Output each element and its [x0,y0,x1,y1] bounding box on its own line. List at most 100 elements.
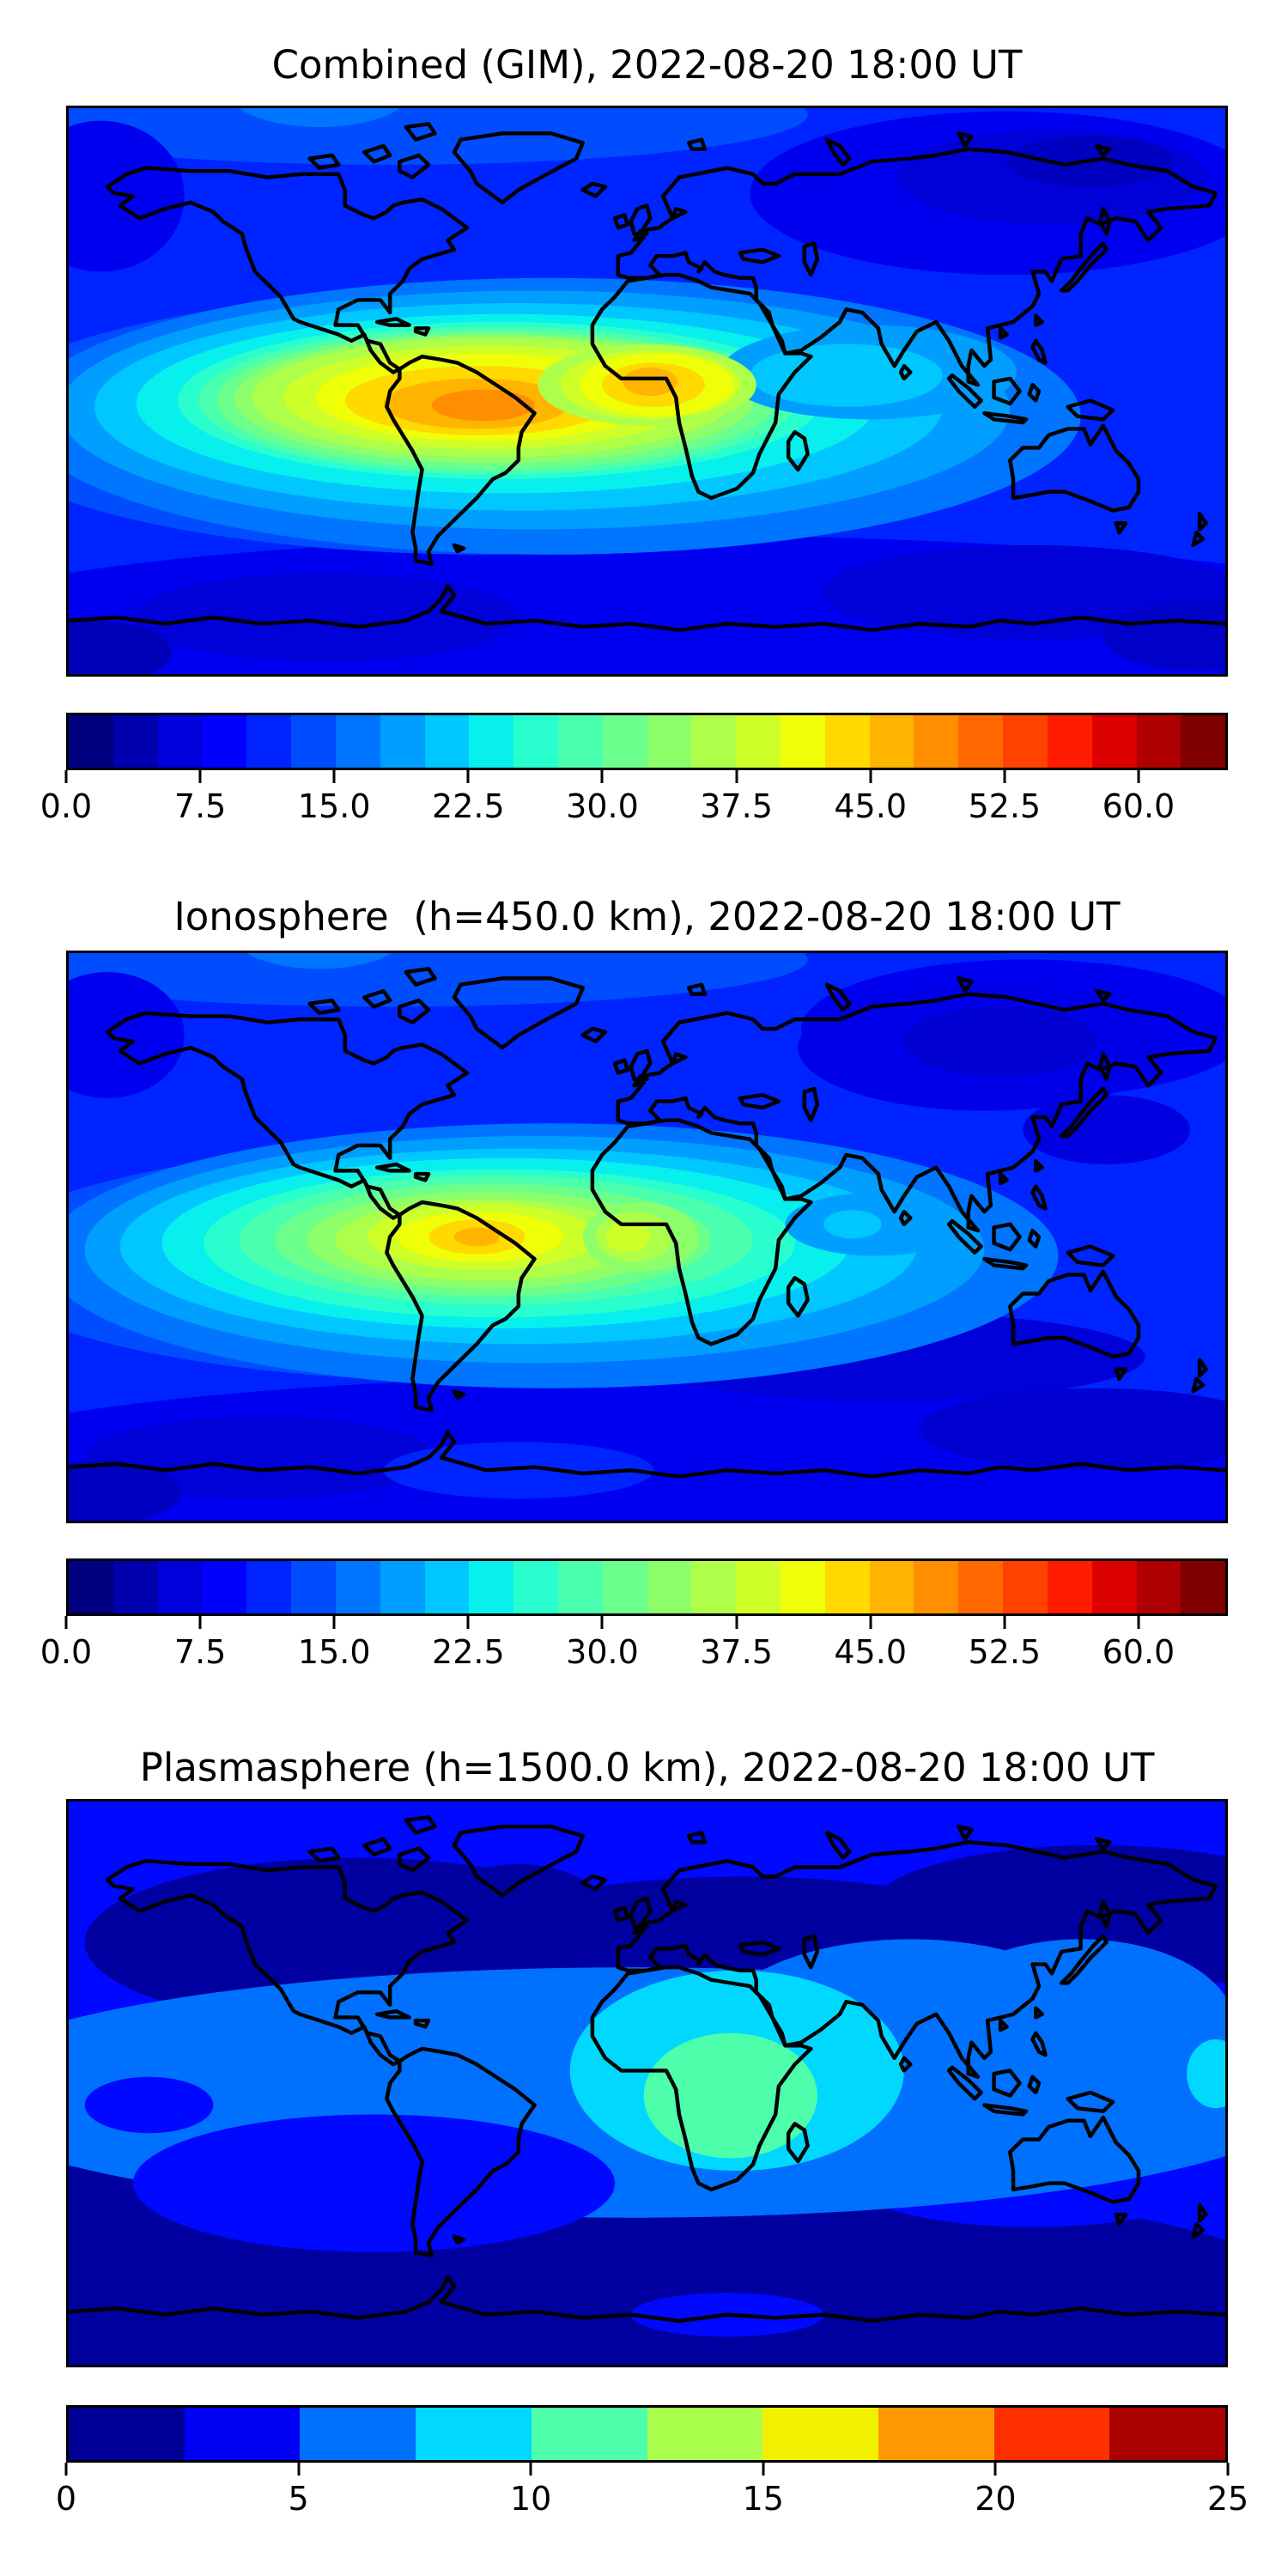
colorbar-tick-mark [762,2463,765,2476]
colorbar-tick-label: 15 [742,2480,784,2518]
colorbar-segment [416,2408,532,2460]
colorbar-tick-mark [1003,770,1006,783]
colorbar-tick-mark [198,770,202,783]
colorbar-tick-label: 7.5 [173,787,227,825]
colorbar-segment [869,715,914,768]
colorbar-tick-label: 15.0 [297,1633,371,1671]
colorbar-segment [246,1561,292,1613]
colorbar-tick-mark [1137,1616,1140,1629]
colorbar-segment [300,2408,416,2460]
colorbar-segment [291,1561,336,1613]
colorbar-tick-mark [466,1616,470,1629]
colorbar-segment [736,1561,781,1613]
colorbar-segment [1091,715,1137,768]
colorbar-segment [647,2408,763,2460]
colorbar-segment [469,1561,514,1613]
colorbar-tick-label: 22.5 [432,1633,505,1671]
colorbar-segment [1003,1561,1048,1613]
colorbar-tick-label: 0.0 [39,787,93,825]
colorbar-tick-label: 22.5 [432,787,505,825]
colorbar-tick-label: 20 [975,2480,1017,2518]
colorbar-segment [602,715,647,768]
colorbar-segment [513,715,558,768]
colorbar-tick-mark [1003,1616,1006,1629]
panel-title: Combined (GIM), 2022-08-20 18:00 UT [271,42,1023,88]
colorbar-segment [1047,715,1092,768]
colorbar-tick-mark [64,2463,68,2476]
colorbar-ticks-plasmasphere: 0 5 10 15 20 25 [56,2463,1249,2561]
colorbar-tick-label: 15.0 [297,787,371,825]
colorbar-tick-mark [1226,2463,1230,2476]
colorbar-segment [691,715,737,768]
contour-fills [69,1801,1225,2365]
colorbar-segment [602,1561,647,1613]
colorbar-tick-mark [869,770,872,783]
colorbar-tick-label: 10 [510,2480,552,2518]
colorbar-tick-label: 45.0 [834,1633,907,1671]
colorbar-segment [557,715,603,768]
panel-title: Plasmasphere (h=1500.0 km), 2022-08-20 1… [139,1745,1155,1790]
colorbar-tick-label: 60.0 [1102,787,1176,825]
colorbar-tick-mark [993,2463,997,2476]
colorbar-segment [762,2408,878,2460]
colorbar-segment [513,1561,558,1613]
colorbar-tick-mark [332,770,336,783]
colorbar-ticks-ionosphere: 0.0 7.5 15.0 22.5 30.0 37.5 45.0 52.5 60.0 [40,1616,1228,1715]
colorbar-plasmasphere [66,2405,1228,2463]
colorbar-tick-mark [735,770,738,783]
colorbar-segment [1136,715,1182,768]
colorbar-segment [1003,715,1048,768]
colorbar-segment [469,715,514,768]
colorbar-segment [1091,1561,1137,1613]
colorbar-segment [878,2408,994,2460]
colorbar-tick-mark [735,1616,738,1629]
colorbar-tick-label: 7.5 [173,1633,227,1671]
colorbar-tick-label: 30.0 [566,1633,639,1671]
map-combined-gim [66,106,1228,677]
colorbar-combined [66,713,1228,770]
colorbar-ticks-combined: 0.0 7.5 15.0 22.5 30.0 37.5 45.0 52.5 60.0 [40,770,1228,869]
colorbar-tick-mark [64,770,68,783]
colorbar-tick-mark [332,1616,336,1629]
colorbar-tick-mark [198,1616,202,1629]
colorbar-tick-label: 0.0 [39,1633,93,1671]
colorbar-segment [1181,1561,1226,1613]
colorbar-segment [69,2408,185,2460]
colorbar-tick-mark [600,770,604,783]
colorbar-ionosphere [66,1558,1228,1616]
colorbar-tick-mark [600,1616,604,1629]
colorbar-segment [824,715,870,768]
colorbar-segment [184,2408,301,2460]
colorbar-tick-label: 30.0 [566,787,639,825]
colorbar-tick-mark [64,1616,68,1629]
colorbar-tick-label: 60.0 [1102,1633,1176,1671]
colorbar-tick-label: 52.5 [968,787,1042,825]
colorbar-segment [69,715,113,768]
colorbar-tick-label: 45.0 [834,787,907,825]
colorbar-segment [335,715,380,768]
colorbar-segment [914,715,959,768]
colorbar-segment [335,1561,380,1613]
colorbar-tick-label: 0 [55,2480,77,2518]
colorbar-segment [246,715,292,768]
colorbar-tick-label: 5 [288,2480,309,2518]
colorbar-tick-label: 25 [1206,2480,1249,2518]
colorbar-segment [112,1561,158,1613]
colorbar-segment [380,715,425,768]
panel-combined-gim: Combined (GIM), 2022-08-20 18:00 UT 0.0 7… [40,42,1228,884]
colorbar-segment [531,2408,647,2460]
colorbar-segment [647,1561,692,1613]
colorbar-segment [1047,1561,1092,1613]
panel-plasmasphere: Plasmasphere (h=1500.0 km), 2022-08-20 1… [56,1745,1249,2576]
colorbar-segment [781,715,825,768]
colorbar-segment [424,715,470,768]
colorbar-segment [781,1561,825,1613]
colorbar-tick-mark [869,1616,872,1629]
colorbar-segment [824,1561,870,1613]
colorbar-segment [869,1561,914,1613]
colorbar-segment [380,1561,425,1613]
map-plasmasphere [66,1799,1228,2367]
colorbar-segment [691,1561,737,1613]
colorbar-tick-mark [297,2463,301,2476]
